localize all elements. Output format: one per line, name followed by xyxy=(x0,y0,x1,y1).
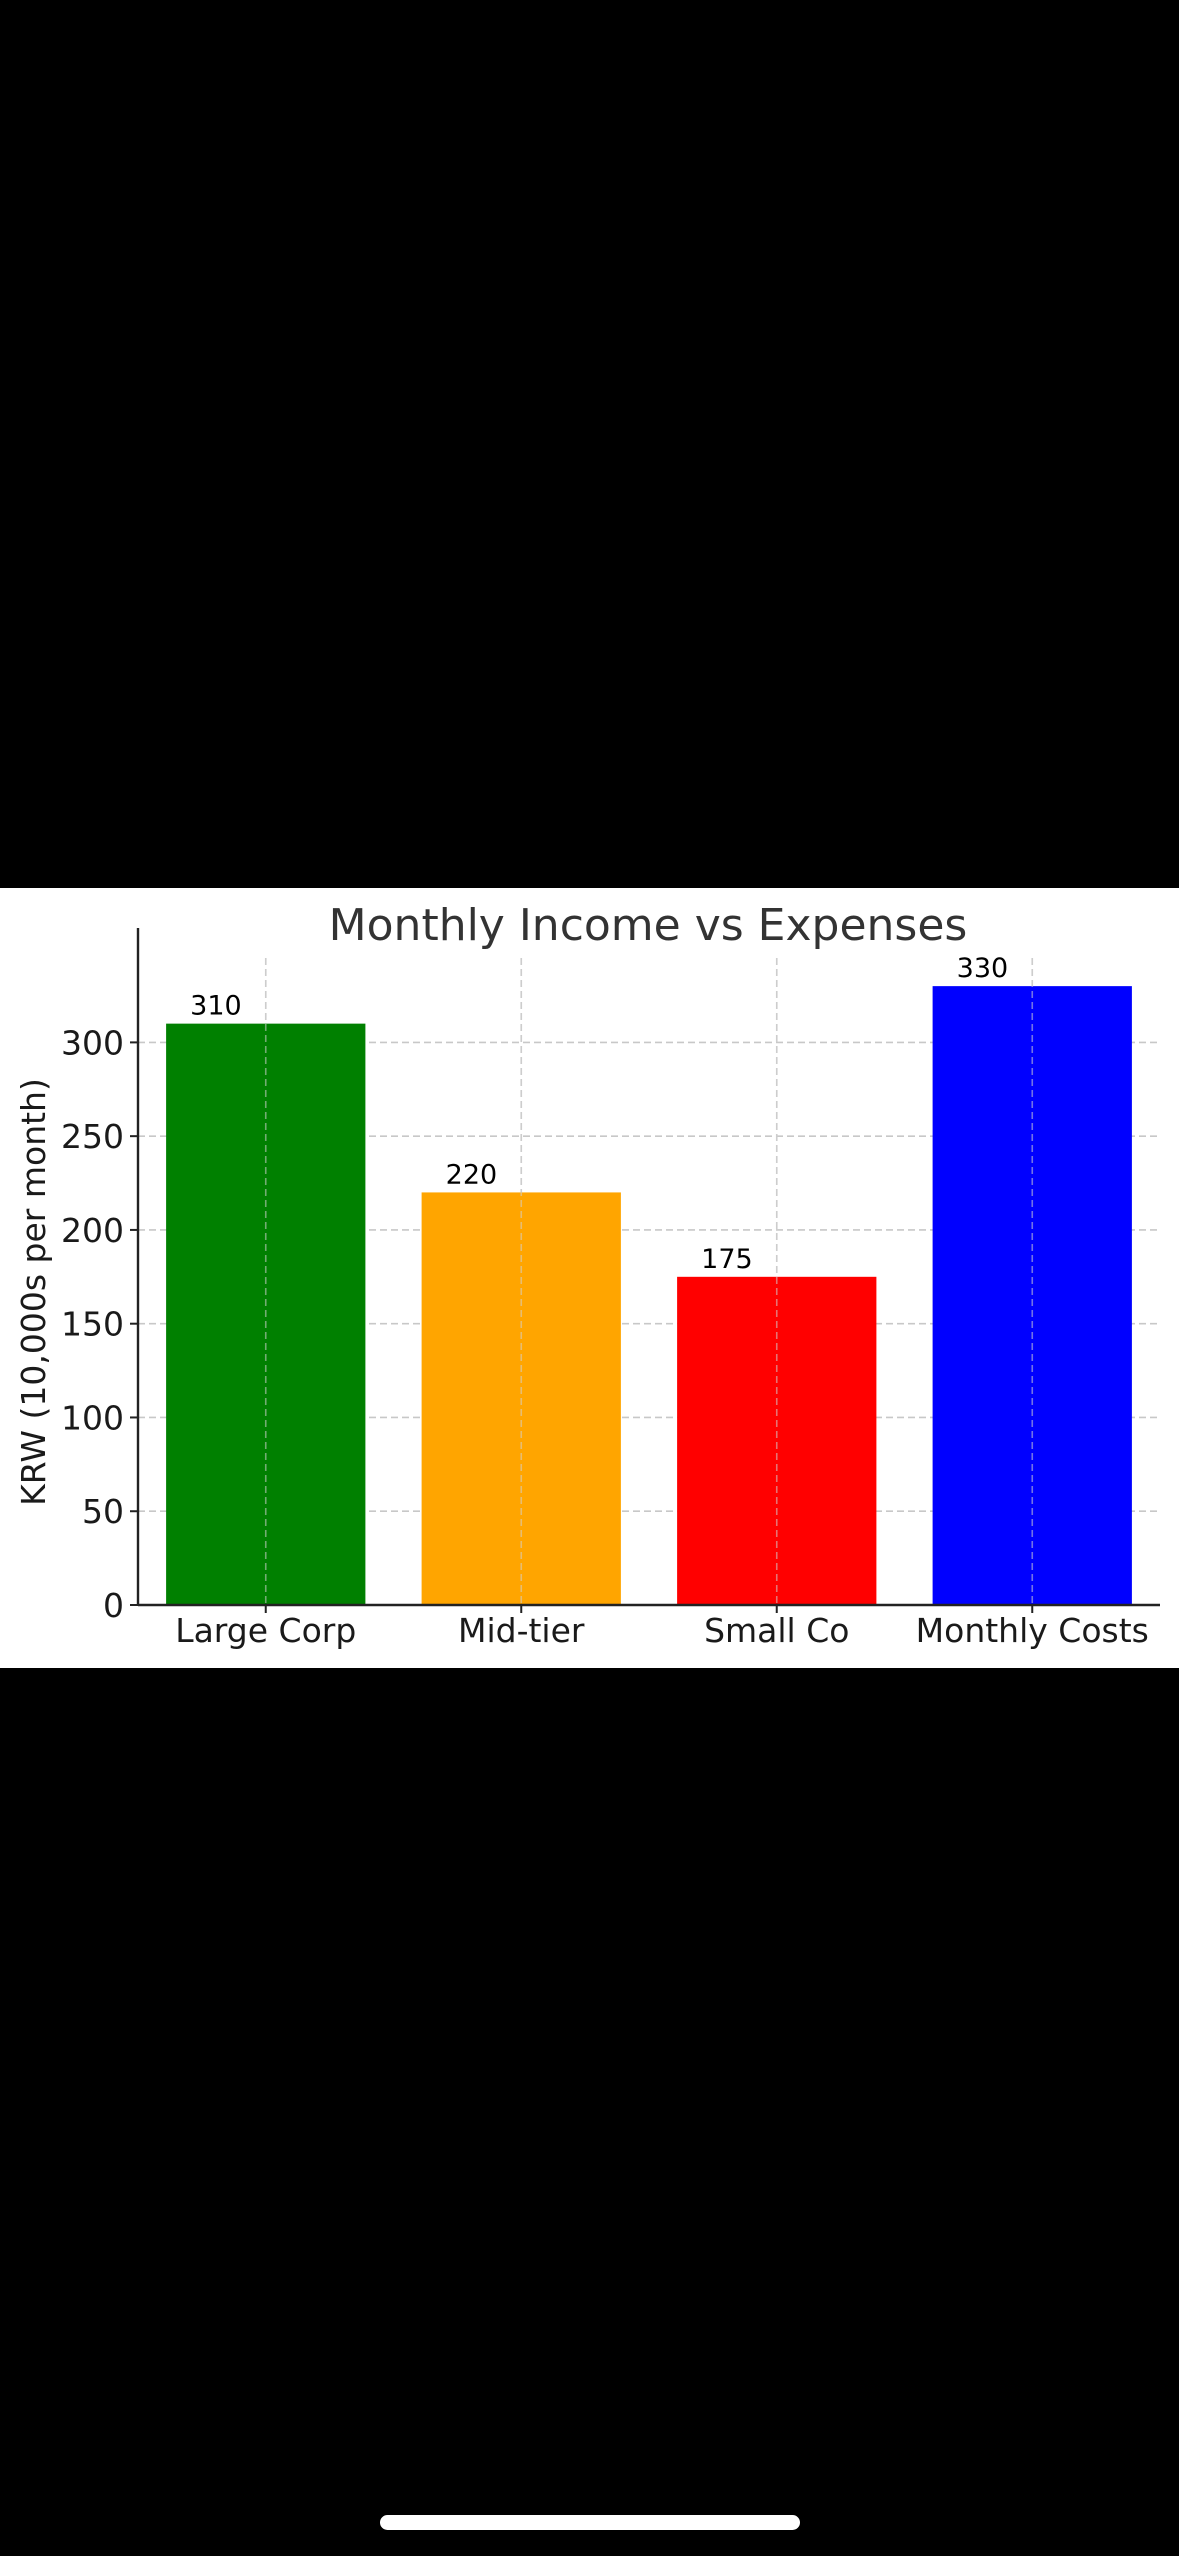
x-tick-label: Monthly Costs xyxy=(916,1611,1149,1650)
bar-value-labels: 310 220 175 330 xyxy=(190,953,1008,1275)
bar-value-label: 220 xyxy=(446,1159,498,1190)
chart-title: Monthly Income vs Expenses xyxy=(329,900,968,951)
x-tick-label: Large Corp xyxy=(175,1611,356,1650)
y-tick-label: 150 xyxy=(61,1305,124,1344)
x-gridlines xyxy=(264,958,1034,1605)
x-tick-label: Mid-tier xyxy=(458,1611,585,1650)
y-tick-label: 100 xyxy=(61,1398,124,1437)
y-axis-label: KRW (10,000s per month) xyxy=(14,1078,53,1506)
bar-small-co xyxy=(677,1276,877,1605)
bars xyxy=(166,986,1132,1605)
x-tick-label: Small Co xyxy=(704,1611,849,1650)
chart-panel: Monthly Income vs Expenses KRW (10,000s … xyxy=(0,888,1179,1668)
bar-value-label: 310 xyxy=(190,991,242,1022)
y-tick-label: 200 xyxy=(61,1211,124,1250)
x-gridlines-overlay xyxy=(264,958,1034,1605)
x-ticks: Large Corp Mid-tier Small Co Monthly Costs xyxy=(175,1605,1149,1650)
y-tick-label: 50 xyxy=(82,1492,124,1531)
y-tick-label: 250 xyxy=(61,1117,124,1156)
home-indicator[interactable] xyxy=(380,2515,800,2530)
y-ticks: 0 50 100 150 200 250 300 xyxy=(61,1023,138,1625)
y-tick-label: 300 xyxy=(61,1023,124,1062)
bar-chart: Monthly Income vs Expenses KRW (10,000s … xyxy=(14,900,1160,1650)
y-tick-label: 0 xyxy=(103,1586,124,1625)
bar-value-label: 175 xyxy=(701,1244,753,1275)
axes xyxy=(136,928,1160,1607)
bar-value-label: 330 xyxy=(957,953,1009,984)
